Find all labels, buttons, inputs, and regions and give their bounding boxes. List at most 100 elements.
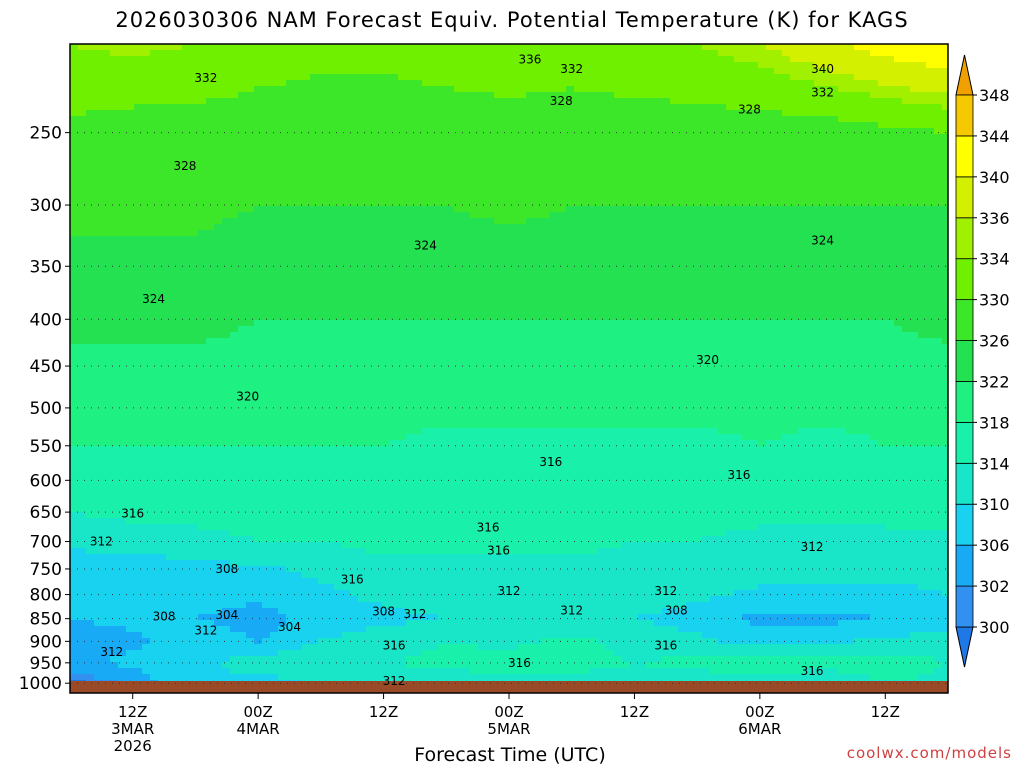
theta-e-cell xyxy=(182,362,191,369)
theta-e-cell xyxy=(430,362,439,369)
theta-e-cell xyxy=(366,254,375,261)
theta-e-cell xyxy=(262,380,271,387)
theta-e-cell xyxy=(174,356,183,363)
theta-e-cell xyxy=(278,158,287,165)
theta-e-cell xyxy=(214,218,223,225)
theta-e-cell xyxy=(374,644,383,651)
theta-e-cell xyxy=(126,386,135,393)
theta-e-cell xyxy=(326,344,335,351)
theta-e-cell xyxy=(302,632,311,639)
theta-e-cell xyxy=(78,392,87,399)
theta-e-cell xyxy=(398,302,407,309)
theta-e-cell xyxy=(110,488,119,495)
theta-e-cell xyxy=(326,188,335,195)
theta-e-cell xyxy=(430,482,439,489)
theta-e-cell xyxy=(86,530,95,537)
theta-e-cell xyxy=(358,422,367,429)
theta-e-cell xyxy=(414,158,423,165)
theta-e-cell xyxy=(262,44,271,51)
theta-e-cell xyxy=(206,374,215,381)
theta-e-cell xyxy=(358,182,367,189)
theta-e-cell xyxy=(222,92,231,99)
theta-e-cell xyxy=(254,230,263,237)
theta-e-cell xyxy=(302,320,311,327)
theta-e-cell xyxy=(142,194,151,201)
theta-e-cell xyxy=(334,536,343,543)
theta-e-cell xyxy=(118,530,127,537)
theta-e-cell xyxy=(302,212,311,219)
theta-e-cell xyxy=(182,662,191,669)
theta-e-cell xyxy=(310,566,319,573)
theta-e-cell xyxy=(270,572,279,579)
theta-e-cell xyxy=(86,440,95,447)
theta-e-cell xyxy=(318,80,327,87)
theta-e-cell xyxy=(150,668,159,675)
theta-e-cell xyxy=(422,308,431,315)
theta-e-cell xyxy=(318,554,327,561)
theta-e-cell xyxy=(422,74,431,81)
theta-e-cell xyxy=(334,458,343,465)
theta-e-cell xyxy=(262,200,271,207)
theta-e-cell xyxy=(286,554,295,561)
theta-e-cell xyxy=(390,284,399,291)
theta-e-cell xyxy=(358,554,367,561)
theta-e-cell xyxy=(214,488,223,495)
theta-e-cell xyxy=(238,284,247,291)
theta-e-cell xyxy=(350,164,359,171)
theta-e-cell xyxy=(310,362,319,369)
theta-e-cell xyxy=(70,266,79,273)
theta-e-cell xyxy=(166,164,175,171)
theta-e-cell xyxy=(366,302,375,309)
theta-e-cell xyxy=(238,266,247,273)
theta-e-cell xyxy=(342,380,351,387)
theta-e-cell xyxy=(182,230,191,237)
theta-e-cell xyxy=(158,176,167,183)
theta-e-cell xyxy=(182,86,191,93)
theta-e-cell xyxy=(238,452,247,459)
theta-e-cell xyxy=(310,140,319,147)
theta-e-cell xyxy=(374,152,383,159)
theta-e-cell xyxy=(286,242,295,249)
theta-e-cell xyxy=(174,320,183,327)
theta-e-cell xyxy=(318,380,327,387)
theta-e-cell xyxy=(134,128,143,135)
theta-e-cell xyxy=(190,416,199,423)
theta-e-cell xyxy=(406,386,415,393)
theta-e-cell xyxy=(254,146,263,153)
theta-e-cell xyxy=(174,644,183,651)
theta-e-cell xyxy=(358,62,367,69)
theta-e-cell xyxy=(366,140,375,147)
theta-e-cell xyxy=(150,200,159,207)
theta-e-cell xyxy=(406,572,415,579)
theta-e-cell xyxy=(190,548,199,555)
theta-e-cell xyxy=(70,338,79,345)
theta-e-cell xyxy=(334,188,343,195)
theta-e-cell xyxy=(342,530,351,537)
theta-e-cell xyxy=(342,476,351,483)
theta-e-cell xyxy=(126,320,135,327)
theta-e-cell xyxy=(278,560,287,567)
theta-e-cell xyxy=(414,290,423,297)
theta-e-cell xyxy=(366,188,375,195)
theta-e-cell xyxy=(126,638,135,645)
theta-e-cell xyxy=(342,344,351,351)
theta-e-cell xyxy=(358,110,367,117)
theta-e-cell xyxy=(302,584,311,591)
theta-e-cell xyxy=(110,104,119,111)
theta-e-cell xyxy=(366,494,375,501)
theta-e-cell xyxy=(318,122,327,129)
theta-e-cell xyxy=(430,200,439,207)
theta-e-cell xyxy=(294,80,303,87)
theta-e-cell xyxy=(150,422,159,429)
theta-e-cell xyxy=(318,284,327,291)
theta-e-cell xyxy=(86,230,95,237)
theta-e-cell xyxy=(206,266,215,273)
theta-e-cell xyxy=(94,200,103,207)
theta-e-cell xyxy=(158,170,167,177)
theta-e-cell xyxy=(150,242,159,249)
theta-e-cell xyxy=(166,422,175,429)
theta-e-cell xyxy=(206,560,215,567)
theta-e-cell xyxy=(414,614,423,621)
theta-e-cell xyxy=(158,428,167,435)
theta-e-cell xyxy=(422,488,431,495)
